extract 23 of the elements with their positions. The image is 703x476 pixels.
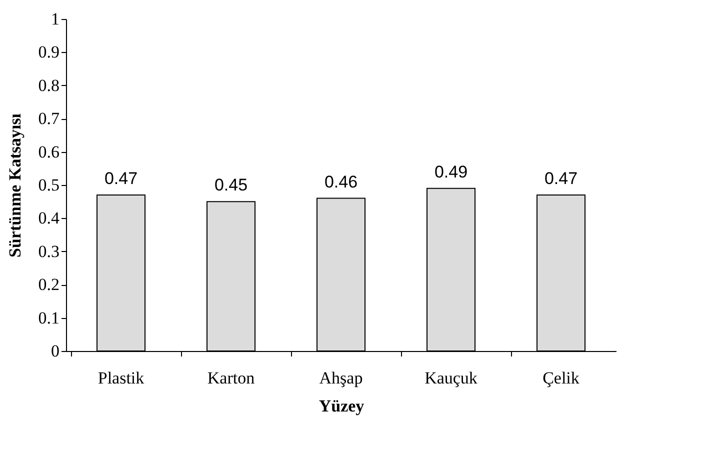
y-tick-label: 0.6 <box>38 142 60 162</box>
x-tick-label: Ahşap <box>319 368 363 388</box>
y-tick-label: 0.5 <box>38 176 60 194</box>
y-tick-label: 0.8 <box>38 76 60 95</box>
y-tick-label: 0 <box>51 342 60 360</box>
y-tick-label: 1 <box>51 10 60 28</box>
x-tick-label: Plastik <box>98 368 145 388</box>
y-axis-title: Sürtünme Katsayısı <box>5 113 24 258</box>
data-label: 0.45 <box>214 176 248 195</box>
x-tick-label: Kauçuk <box>424 368 478 388</box>
y-tick-label: 0.4 <box>38 208 60 228</box>
data-label: 0.47 <box>544 168 578 188</box>
x-axis-title: Yüzey <box>318 396 365 416</box>
x-tick-label: Karton <box>207 368 256 388</box>
data-label: 0.49 <box>434 162 468 182</box>
y-tick-label: 0.2 <box>38 275 60 294</box>
y-tick-label: 0.1 <box>38 308 60 328</box>
y-tick-label: 0.3 <box>38 242 60 261</box>
x-tick-label: Çelik <box>542 368 580 388</box>
y-tick-label: 0.9 <box>38 42 60 62</box>
data-label: 0.46 <box>324 172 358 192</box>
data-label: 0.47 <box>104 168 138 188</box>
y-tick-label: 0.7 <box>38 109 60 128</box>
